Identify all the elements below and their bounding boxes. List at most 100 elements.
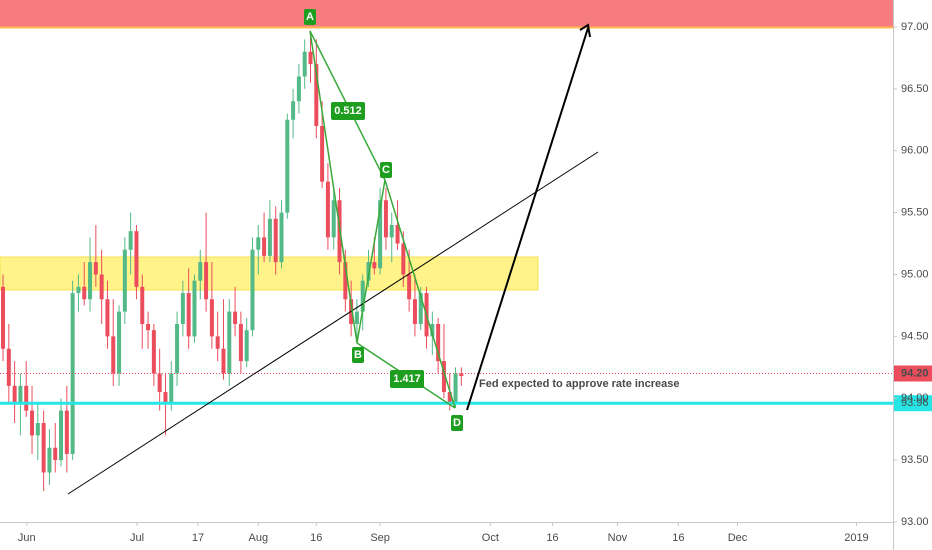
candle-body: [441, 361, 446, 393]
candle-body: [267, 218, 272, 256]
candle-body: [331, 200, 336, 238]
candle-body: [378, 200, 383, 269]
candle-body: [320, 125, 325, 182]
candle-body: [35, 422, 40, 436]
candle-body: [238, 323, 243, 362]
candle-body: [47, 447, 52, 473]
annotation: Fed expected to approve rate increase: [479, 378, 680, 390]
candle-body: [447, 392, 452, 405]
candle-body: [209, 299, 214, 337]
candle-body: [233, 311, 238, 324]
candle-body: [64, 410, 69, 454]
candle-body: [244, 330, 249, 362]
candle-body: [6, 348, 11, 386]
candle-body: [122, 249, 127, 312]
candle-body: [366, 262, 371, 281]
pattern-point-box: [352, 347, 364, 363]
y-tick-label: 93.00: [901, 516, 929, 528]
candle-body: [41, 422, 46, 473]
x-tick-label: 17: [192, 532, 204, 544]
candle-body: [215, 336, 220, 349]
candle-body: [395, 224, 400, 244]
candle-body: [175, 323, 180, 374]
candle-body: [146, 323, 151, 331]
candle-body: [262, 237, 267, 256]
candle-body: [412, 299, 417, 324]
y-tick-label: 93.50: [901, 454, 929, 466]
ratio-box: [331, 102, 365, 120]
forecast-arrow: [466, 27, 589, 411]
resistance-zone: [0, 0, 893, 27]
candle-body: [76, 286, 81, 294]
x-tick-label: Jul: [130, 532, 144, 544]
candle-body: [354, 311, 359, 324]
candle-body: [279, 212, 284, 263]
candle-body: [151, 330, 156, 374]
candle-body: [227, 311, 232, 374]
candle-body: [302, 51, 307, 77]
support-tag: [894, 395, 932, 412]
candle-body: [157, 373, 162, 393]
candle-body: [163, 392, 168, 405]
candle-body: [407, 274, 412, 300]
candle-body: [128, 231, 133, 250]
ratio-label: 0.512: [334, 105, 362, 117]
candle-body: [82, 286, 87, 300]
pattern-point-label: A: [306, 11, 314, 23]
pattern-point-label: D: [453, 417, 461, 429]
candle-body: [140, 286, 145, 324]
trend-line: [67, 151, 599, 495]
y-tick-label: 96.00: [901, 145, 929, 157]
last-price-label: 94.20: [901, 367, 929, 379]
pattern-point-box: [451, 415, 463, 431]
arrow-head: [579, 23, 591, 38]
candle-body: [459, 373, 464, 376]
y-tick-label: 96.50: [901, 83, 929, 95]
candle-body: [59, 410, 64, 461]
pattern-point-box: [380, 162, 392, 178]
support-label: 93.96: [901, 397, 929, 409]
y-tick-label: 94.00: [901, 392, 929, 404]
x-tick-label: Aug: [249, 532, 269, 544]
candle-body: [204, 262, 209, 300]
candle-body: [117, 311, 122, 374]
x-tick-label: Nov: [608, 532, 628, 544]
supply-zone: [0, 256, 539, 291]
candle-body: [308, 51, 313, 65]
pattern-legs: [309, 30, 456, 409]
candle-body: [105, 299, 110, 337]
x-tick-label: Jun: [18, 532, 36, 544]
candle-body: [401, 243, 406, 275]
candle-body: [99, 274, 104, 300]
candle-body: [273, 218, 278, 263]
candle-body: [134, 231, 139, 287]
x-tick-label: Dec: [728, 532, 748, 544]
candle-body: [24, 385, 29, 411]
candle-body: [418, 293, 423, 324]
candle-body: [1, 286, 6, 349]
candle-body: [221, 348, 226, 374]
y-tick-label: 95.00: [901, 268, 929, 280]
candle-body: [18, 385, 23, 405]
candle-body: [430, 323, 435, 337]
pattern-point-box: [304, 9, 316, 25]
candle-body: [343, 262, 348, 300]
candle-body: [30, 410, 35, 436]
candle-body: [436, 323, 441, 362]
candle-body: [186, 293, 191, 337]
candle-body: [111, 336, 116, 374]
candle-body: [296, 76, 301, 102]
candle-body: [53, 447, 58, 461]
x-tick-label: 16: [672, 532, 684, 544]
x-tick-label: 16: [546, 532, 558, 544]
price-axis: [893, 0, 932, 550]
y-tick-label: 94.50: [901, 330, 929, 342]
candle-body: [360, 280, 365, 312]
candle-body: [192, 280, 197, 337]
candle-body: [180, 293, 185, 324]
y-tick-label: 95.50: [901, 207, 929, 219]
candle-body: [93, 262, 98, 275]
candle-body: [291, 101, 296, 120]
candle-body: [453, 373, 458, 405]
